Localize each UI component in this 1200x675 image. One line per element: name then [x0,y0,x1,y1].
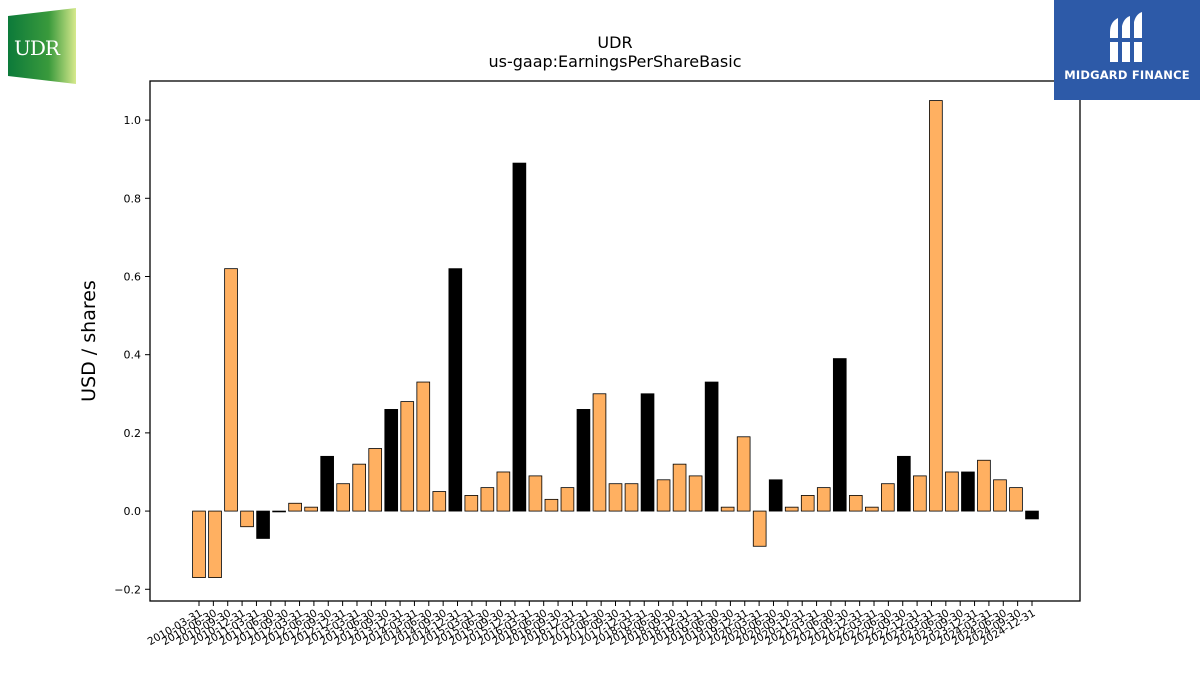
bar-52 [1025,510,1039,520]
bar-23 [560,487,575,512]
bar-43 [881,483,895,512]
bar-15 [432,491,447,512]
y-tick-label: 1.0 [124,114,142,127]
bar-8 [320,455,334,512]
bar-26 [608,483,623,512]
bar-14 [416,381,431,512]
bar-27 [624,483,639,512]
bar-36 [768,479,783,512]
bar-48 [961,471,975,512]
bar-50 [993,479,1007,512]
bar-19 [496,471,511,512]
bar-39 [816,487,831,512]
bar-35 [752,510,767,547]
bar-1 [208,510,222,578]
bar-47 [945,471,959,512]
bar-20 [512,162,527,512]
bar-5 [272,510,286,513]
midgard-finance-logo: MIDGARD FINANCE [1054,0,1200,100]
midgard-logo-text: MIDGARD FINANCE [1064,68,1190,82]
bars-layer [192,100,1039,578]
bar-10 [352,463,366,512]
bar-42 [865,506,879,512]
bar-0 [192,510,206,578]
x-ticks: 2010-03-312010-06-302010-09-302010-12-31… [146,601,1038,648]
y-axis-label: USD / shares [78,280,100,402]
bar-11 [368,448,383,512]
y-ticks: −0.2 0.0 0.2 0.4 0.6 0.8 1.0 [114,114,150,596]
bar-21 [528,475,543,512]
bar-12 [384,409,399,512]
bar-41 [848,495,863,512]
bar-30 [672,463,687,512]
bar-9 [336,483,350,512]
bar-40 [832,358,847,512]
bar-13 [400,401,415,512]
bar-7 [304,506,318,512]
bar-17 [464,495,479,512]
bar-18 [480,487,495,512]
bar-38 [800,495,815,512]
chart-title: UDR [597,33,632,52]
plot-frame [149,80,1081,602]
bar-33 [720,506,735,512]
bar-28 [640,393,655,512]
bar-46 [929,100,943,512]
bar-24 [576,409,591,512]
bar-25 [592,393,607,512]
bar-34 [736,436,751,512]
bar-44 [897,455,911,512]
bar-31 [688,475,703,512]
bar-16 [448,268,463,512]
bar-45 [913,475,927,512]
y-tick-label: −0.2 [114,583,141,596]
bar-3 [240,510,254,528]
bar-6 [288,502,302,512]
bar-51 [1009,487,1023,512]
bar-29 [656,479,671,512]
chart-subtitle: us-gaap:EarningsPerShareBasic [488,52,741,71]
y-tick-label: 0.4 [124,349,142,362]
bar-4 [256,510,270,539]
y-tick-label: 0.6 [124,270,142,283]
bar-37 [784,506,799,512]
midgard-emblem-icon [1108,12,1146,62]
udr-logo-text: UDR [14,36,60,60]
y-tick-label: 0.0 [124,505,142,518]
bar-32 [704,381,719,512]
y-tick-label: 0.8 [124,192,142,205]
bar-22 [544,498,559,512]
y-tick-label: 0.2 [124,427,142,440]
udr-logo: UDR [8,8,76,84]
bar-2 [224,268,238,512]
bar-49 [977,459,991,512]
